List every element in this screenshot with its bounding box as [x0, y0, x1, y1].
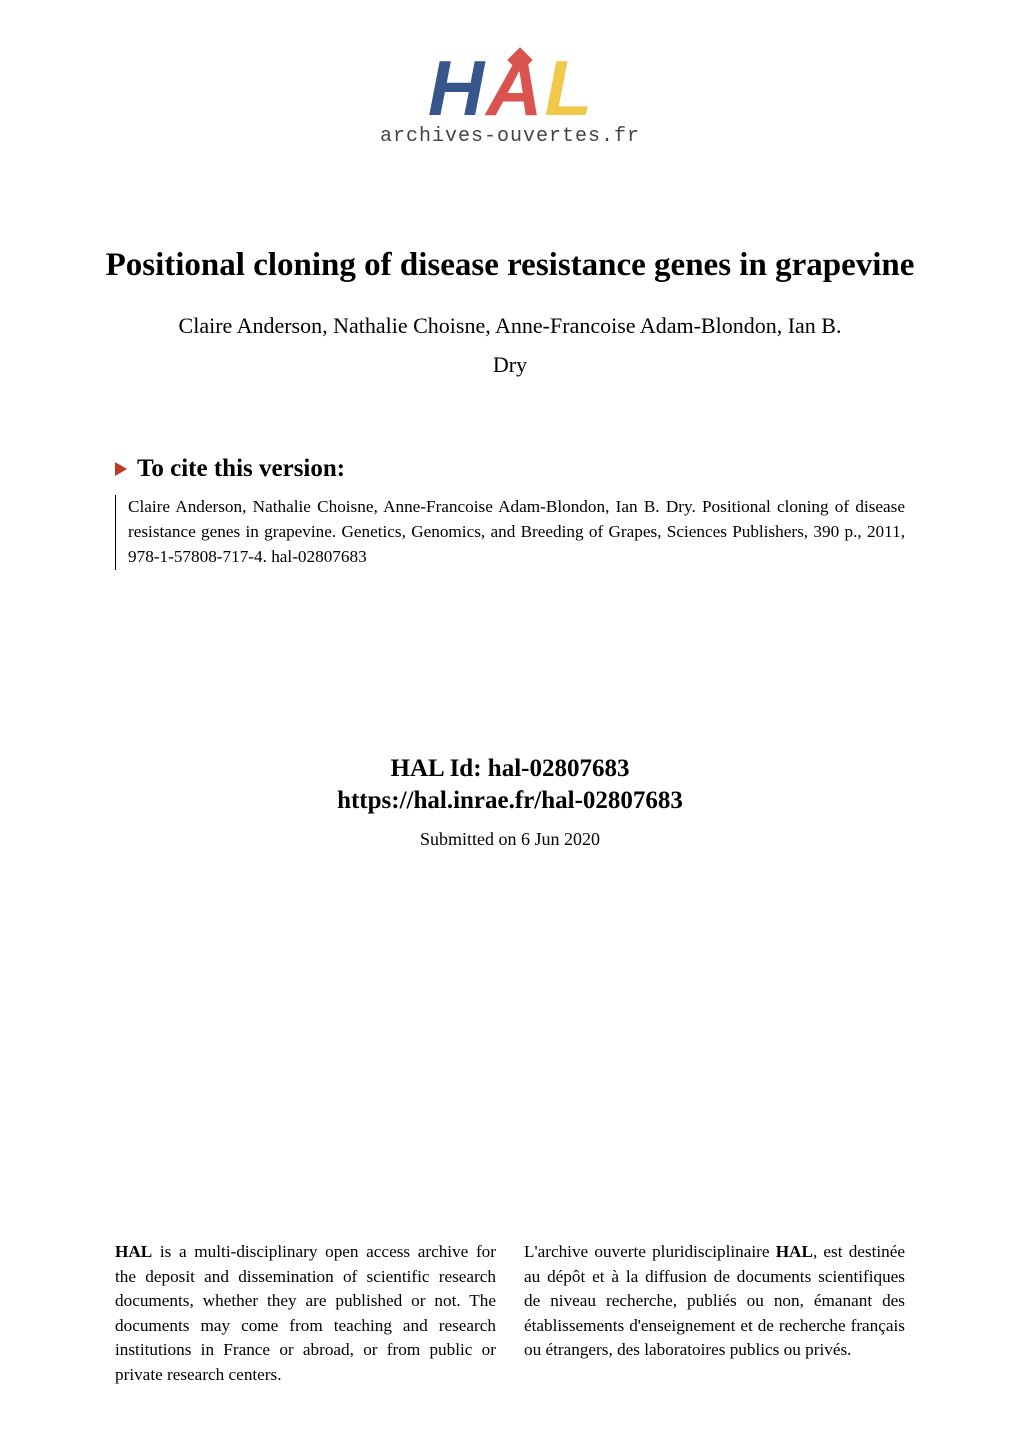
footer-left-bold: HAL	[115, 1242, 152, 1261]
submitted-date: Submitted on 6 Jun 2020	[0, 829, 1020, 850]
cite-body: Claire Anderson, Nathalie Choisne, Anne-…	[115, 495, 905, 570]
authors-line-1: Claire Anderson, Nathalie Choisne, Anne-…	[80, 306, 940, 346]
authors: Claire Anderson, Nathalie Choisne, Anne-…	[80, 306, 940, 385]
authors-line-2: Dry	[80, 345, 940, 385]
cite-heading: To cite this version:	[137, 455, 345, 483]
logo-letter-l: L	[545, 55, 593, 121]
footer-col-right: L'archive ouverte pluridisciplinaire HAL…	[524, 1240, 905, 1387]
cite-header: To cite this version:	[115, 455, 905, 483]
title-block: Positional cloning of disease resistance…	[0, 243, 1020, 385]
hal-logo-container: H A L archives-ouvertes.fr	[0, 0, 1020, 148]
paper-title: Positional cloning of disease resistance…	[80, 243, 940, 288]
hal-logo-letters: H A L	[428, 55, 592, 121]
hal-logo: H A L archives-ouvertes.fr	[380, 55, 640, 148]
triangle-icon	[115, 462, 127, 476]
hal-id-block: HAL Id: hal-02807683 https://hal.inrae.f…	[0, 750, 1020, 851]
footer-col-left: HAL is a multi-disciplinary open access …	[115, 1240, 496, 1387]
footer-columns: HAL is a multi-disciplinary open access …	[0, 1240, 1020, 1387]
logo-letter-a: A	[486, 55, 542, 121]
footer-right-bold: HAL	[776, 1242, 813, 1261]
footer-right-pre: L'archive ouverte pluridisciplinaire	[524, 1242, 776, 1261]
logo-letter-h: H	[428, 55, 484, 121]
footer-left-text: is a multi-disciplinary open access arch…	[115, 1242, 496, 1383]
cite-section: To cite this version: Claire Anderson, N…	[0, 455, 1020, 570]
hal-id-label: HAL Id: hal-02807683	[0, 750, 1020, 788]
hal-url: https://hal.inrae.fr/hal-02807683	[0, 787, 1020, 815]
